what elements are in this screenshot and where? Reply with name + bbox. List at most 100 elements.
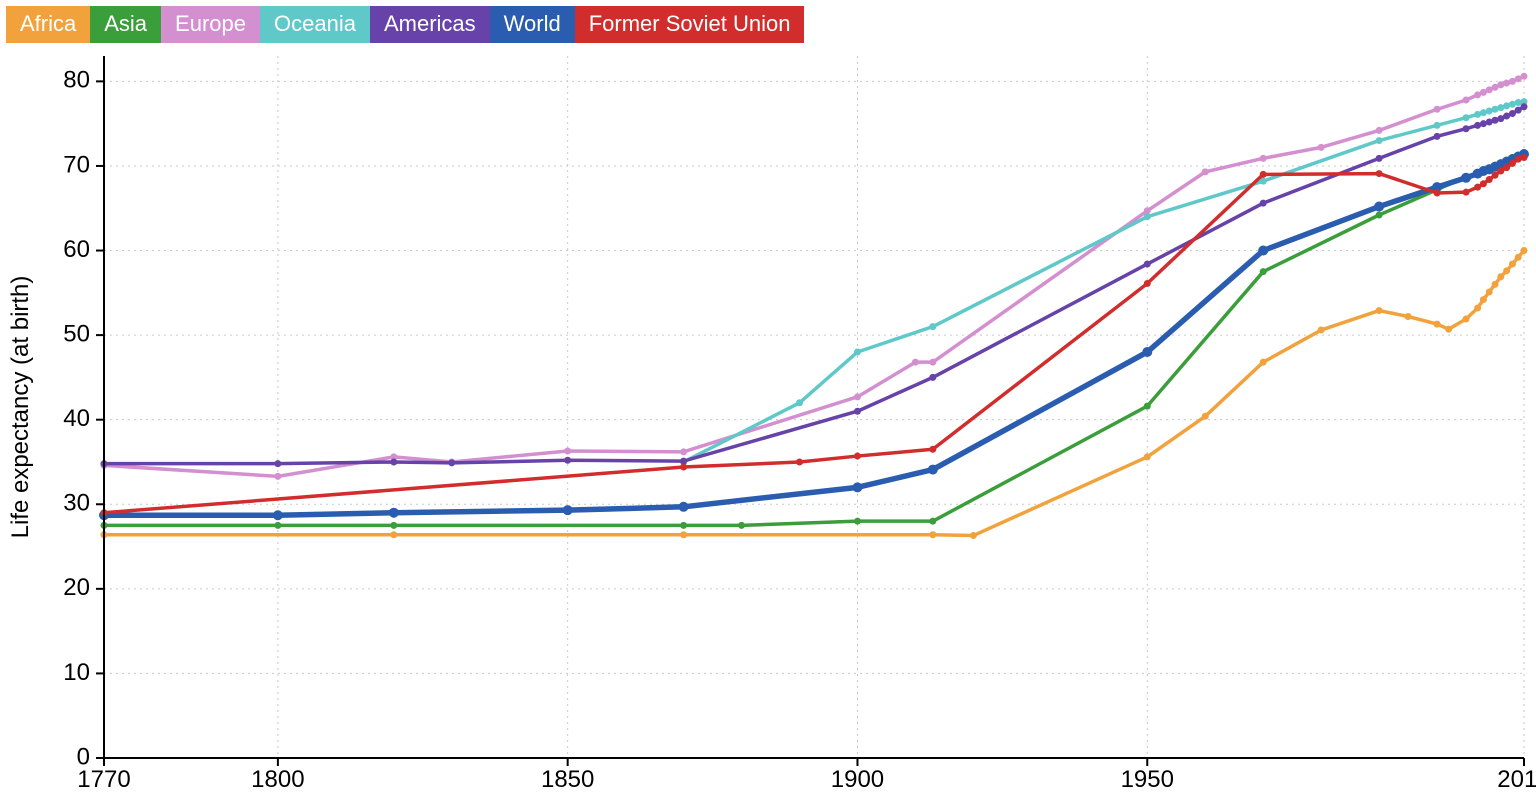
series-marker [852,482,862,492]
series-marker [1503,267,1510,274]
x-tick-label: 1950 [1121,766,1174,793]
chart-canvas: 0102030405060708017701800185019001950201… [0,0,1536,802]
series-marker [1144,213,1151,220]
series-marker [564,457,571,464]
series-marker [1480,296,1487,303]
series-marker [1144,403,1151,410]
series-marker [1202,168,1209,175]
series-marker [1258,246,1268,256]
series-marker [929,323,936,330]
y-tick-label: 40 [63,405,90,432]
series-line-2 [104,76,1524,476]
legend-item[interactable]: Oceania [260,6,370,43]
x-tick-label: 1770 [77,766,130,793]
y-tick-label: 20 [63,574,90,601]
series-marker [928,465,938,475]
series-marker [1376,155,1383,162]
series-marker [970,532,977,539]
legend-item[interactable]: Americas [370,6,490,43]
legend-item[interactable]: Former Soviet Union [575,6,805,43]
series-marker [1434,122,1441,129]
series-marker [1260,200,1267,207]
series-marker [1463,189,1470,196]
y-tick-label: 70 [63,151,90,178]
series-marker [1463,125,1470,132]
series-marker [796,458,803,465]
y-axis-label: Life expectancy (at birth) [7,276,34,539]
legend-item[interactable]: Africa [6,6,90,43]
series-marker [1374,202,1384,212]
series-marker [1461,173,1471,183]
x-tick-label: 1900 [831,766,884,793]
x-tick-label: 2015 [1497,766,1536,793]
series-marker [929,531,936,538]
series-marker [1463,96,1470,103]
series-marker [1318,327,1325,334]
series-marker [680,464,687,471]
series-marker [448,459,455,466]
legend-item[interactable]: Europe [161,6,260,43]
series-marker [273,510,283,520]
series-marker [1463,316,1470,323]
series-marker [796,399,803,406]
series-line-3 [684,102,1524,462]
legend-item[interactable]: Asia [90,6,161,43]
life-expectancy-chart: AfricaAsiaEuropeOceaniaAmericasWorldForm… [0,0,1536,802]
series-marker [912,359,919,366]
series-marker [1260,268,1267,275]
series-marker [929,374,936,381]
series-marker [1376,137,1383,144]
legend-item[interactable]: World [490,6,575,43]
series-marker [1486,176,1493,183]
series-marker [390,531,397,538]
series-marker [1521,73,1528,80]
series-marker [679,502,689,512]
series-marker [854,453,861,460]
series-marker [1260,359,1267,366]
series-marker [1434,190,1441,197]
series-marker [1318,144,1325,151]
series-marker [1376,212,1383,219]
series-marker [1515,254,1522,261]
chart-legend: AfricaAsiaEuropeOceaniaAmericasWorldForm… [6,6,804,43]
series-marker [738,522,745,529]
x-tick-label: 1800 [251,766,304,793]
series-marker [1142,347,1152,357]
y-tick-label: 80 [63,67,90,94]
series-marker [854,393,861,400]
series-marker [854,518,861,525]
y-tick-label: 30 [63,490,90,517]
series-marker [1492,172,1499,179]
series-marker [1480,180,1487,187]
series-marker [1260,155,1267,162]
series-marker [1376,307,1383,314]
series-marker [1497,273,1504,280]
series-marker [390,522,397,529]
series-marker [1434,321,1441,328]
series-marker [1503,164,1510,171]
series-marker [1376,170,1383,177]
series-marker [1521,247,1528,254]
series-marker [274,522,281,529]
series-marker [680,531,687,538]
series-marker [1521,103,1528,110]
series-marker [564,447,571,454]
series-marker [680,448,687,455]
series-marker [1509,261,1516,268]
series-marker [274,473,281,480]
series-marker [1445,326,1452,333]
y-tick-label: 50 [63,320,90,347]
series-marker [1509,160,1516,167]
series-marker [1486,288,1493,295]
series-marker [1260,171,1267,178]
series-marker [390,458,397,465]
y-tick-label: 10 [63,659,90,686]
series-marker [1144,453,1151,460]
series-marker [1144,261,1151,268]
x-tick-label: 1850 [541,766,594,793]
series-marker [1521,154,1528,161]
y-tick-label: 60 [63,236,90,263]
series-marker [274,460,281,467]
series-marker [929,518,936,525]
series-marker [929,359,936,366]
